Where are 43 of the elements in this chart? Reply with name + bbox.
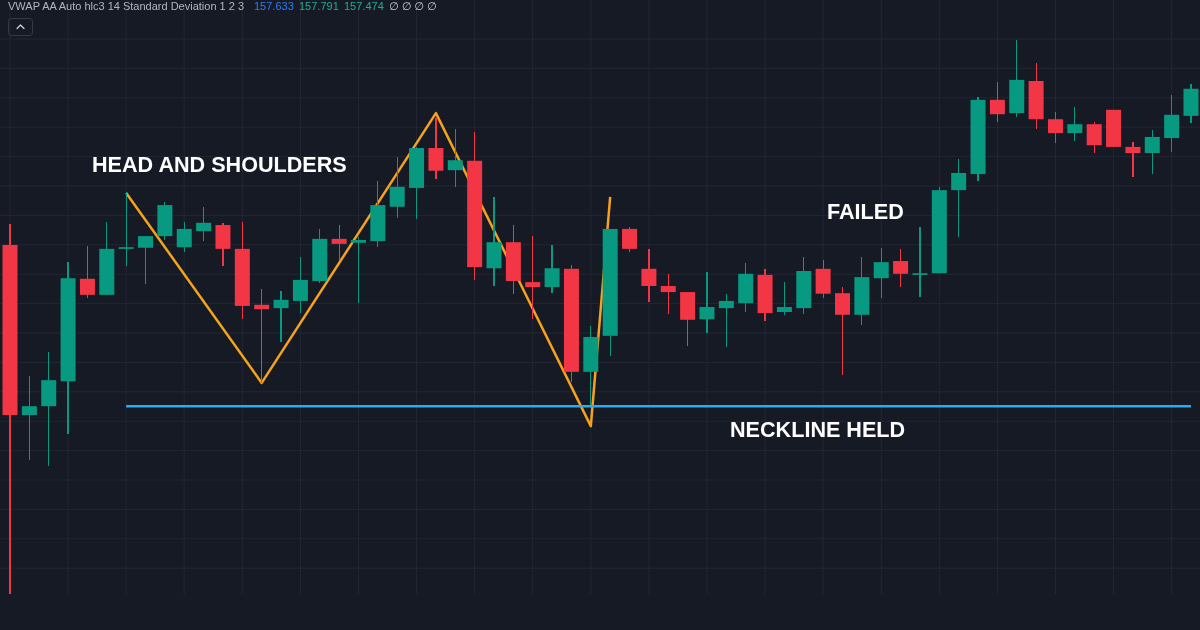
candlestick — [1067, 106, 1083, 142]
text: 157.633 — [254, 0, 294, 12]
candlestick — [1086, 121, 1102, 154]
candlestick — [215, 222, 231, 267]
candlestick — [1047, 111, 1063, 144]
candlestick — [893, 248, 909, 288]
candlestick — [254, 288, 270, 384]
annotation: FAILED — [827, 199, 904, 224]
candlestick — [292, 256, 308, 314]
candlestick — [873, 247, 889, 299]
candlestick — [1125, 141, 1141, 178]
candlestick — [776, 281, 792, 316]
candlestick — [622, 226, 638, 253]
candlestick — [912, 226, 928, 298]
text: ∅ ∅ ∅ ∅ — [389, 0, 437, 12]
candlestick — [176, 221, 192, 253]
candlestick — [21, 375, 37, 461]
candlestick — [544, 244, 560, 294]
candlestick — [989, 81, 1005, 123]
annotation: NECKLINE HELD — [730, 417, 906, 442]
candlestick — [835, 286, 851, 376]
candlestick — [196, 206, 212, 242]
candlestick — [79, 245, 95, 299]
candlestick — [138, 235, 154, 285]
candlestick — [350, 236, 366, 304]
candlestick — [660, 273, 676, 315]
candlestick — [641, 248, 657, 303]
candlestick — [699, 271, 715, 334]
candlestick — [118, 191, 134, 267]
candlestick — [447, 128, 463, 188]
candlestick — [951, 158, 967, 238]
candlestick — [273, 290, 289, 343]
candlestick — [428, 117, 444, 180]
annotation: HEAD AND SHOULDERS — [92, 152, 347, 177]
text: VWAP AA Auto hlc3 14 Standard Deviation 1 2 3 — [8, 0, 245, 12]
candlestick — [389, 156, 405, 219]
candlestick — [525, 235, 541, 320]
candlestick — [1164, 94, 1180, 153]
candlestick — [331, 224, 347, 261]
candlestick — [1144, 129, 1160, 175]
text: 157.474 — [344, 0, 384, 12]
candlestick — [718, 293, 734, 348]
text: 157.791 — [299, 0, 339, 12]
